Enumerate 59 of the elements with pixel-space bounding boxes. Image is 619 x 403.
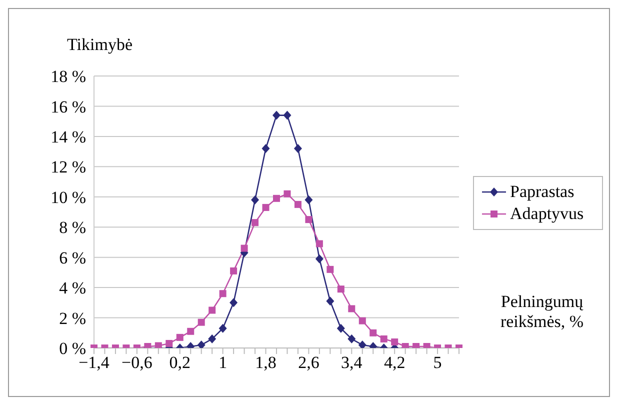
- point: [251, 195, 260, 204]
- y-tick-label: 8 %: [59, 218, 86, 238]
- point: [198, 318, 205, 326]
- point: [197, 340, 206, 348]
- point: [316, 240, 323, 248]
- point: [272, 110, 280, 120]
- point: [208, 334, 216, 344]
- point: [262, 144, 270, 154]
- x-tick-label: −0,6: [122, 353, 152, 372]
- x-tick-label: 5: [433, 353, 442, 372]
- point: [284, 190, 291, 198]
- point: [326, 266, 334, 273]
- point: [218, 324, 227, 333]
- y-tick-label: 18 %: [50, 67, 86, 86]
- point: [219, 290, 226, 298]
- legend-label: Adaptyvus: [510, 202, 584, 224]
- point: [305, 216, 312, 224]
- point: [208, 306, 216, 314]
- x-tick-label: 1,8: [255, 353, 276, 372]
- y-tick-label: 2 %: [59, 308, 86, 328]
- point: [337, 286, 344, 293]
- point: [348, 305, 356, 312]
- x-tick-label: 1: [218, 353, 228, 372]
- y-tick-label: 10 %: [50, 188, 86, 207]
- x-tick-label: 2,6: [298, 353, 320, 372]
- point: [176, 334, 184, 341]
- y-tick-label: 6 %: [59, 248, 86, 268]
- x-tick-label: 3,4: [341, 353, 363, 372]
- point: [187, 328, 194, 335]
- point: [326, 296, 334, 306]
- point: [166, 340, 173, 347]
- point: [348, 334, 356, 344]
- point: [230, 298, 238, 308]
- y-tick-label: 14 %: [50, 127, 86, 146]
- x-tick-label: 4,2: [384, 353, 406, 372]
- point: [252, 219, 259, 226]
- point: [380, 335, 388, 342]
- point: [230, 267, 238, 274]
- y-tick-label: 4 %: [59, 278, 86, 298]
- point: [240, 244, 248, 252]
- point: [370, 329, 377, 336]
- point: [294, 144, 302, 154]
- x-tick-label: 0,2: [169, 353, 191, 372]
- point: [336, 324, 345, 333]
- point: [391, 338, 398, 346]
- y-tick-label: 16 %: [50, 97, 86, 116]
- y-axis-title: Tikimybė: [67, 35, 133, 55]
- legend-label: Paprastas: [510, 180, 574, 202]
- y-tick-label: 12 %: [50, 158, 86, 177]
- point: [358, 340, 366, 348]
- point: [358, 317, 366, 324]
- point: [262, 204, 270, 211]
- text: Pelningumų reikšmės, %: [499, 292, 585, 332]
- point: [283, 110, 292, 120]
- point: [315, 254, 324, 264]
- point: [304, 195, 313, 204]
- point: [273, 194, 280, 202]
- point: [423, 342, 430, 348]
- point: [294, 200, 302, 208]
